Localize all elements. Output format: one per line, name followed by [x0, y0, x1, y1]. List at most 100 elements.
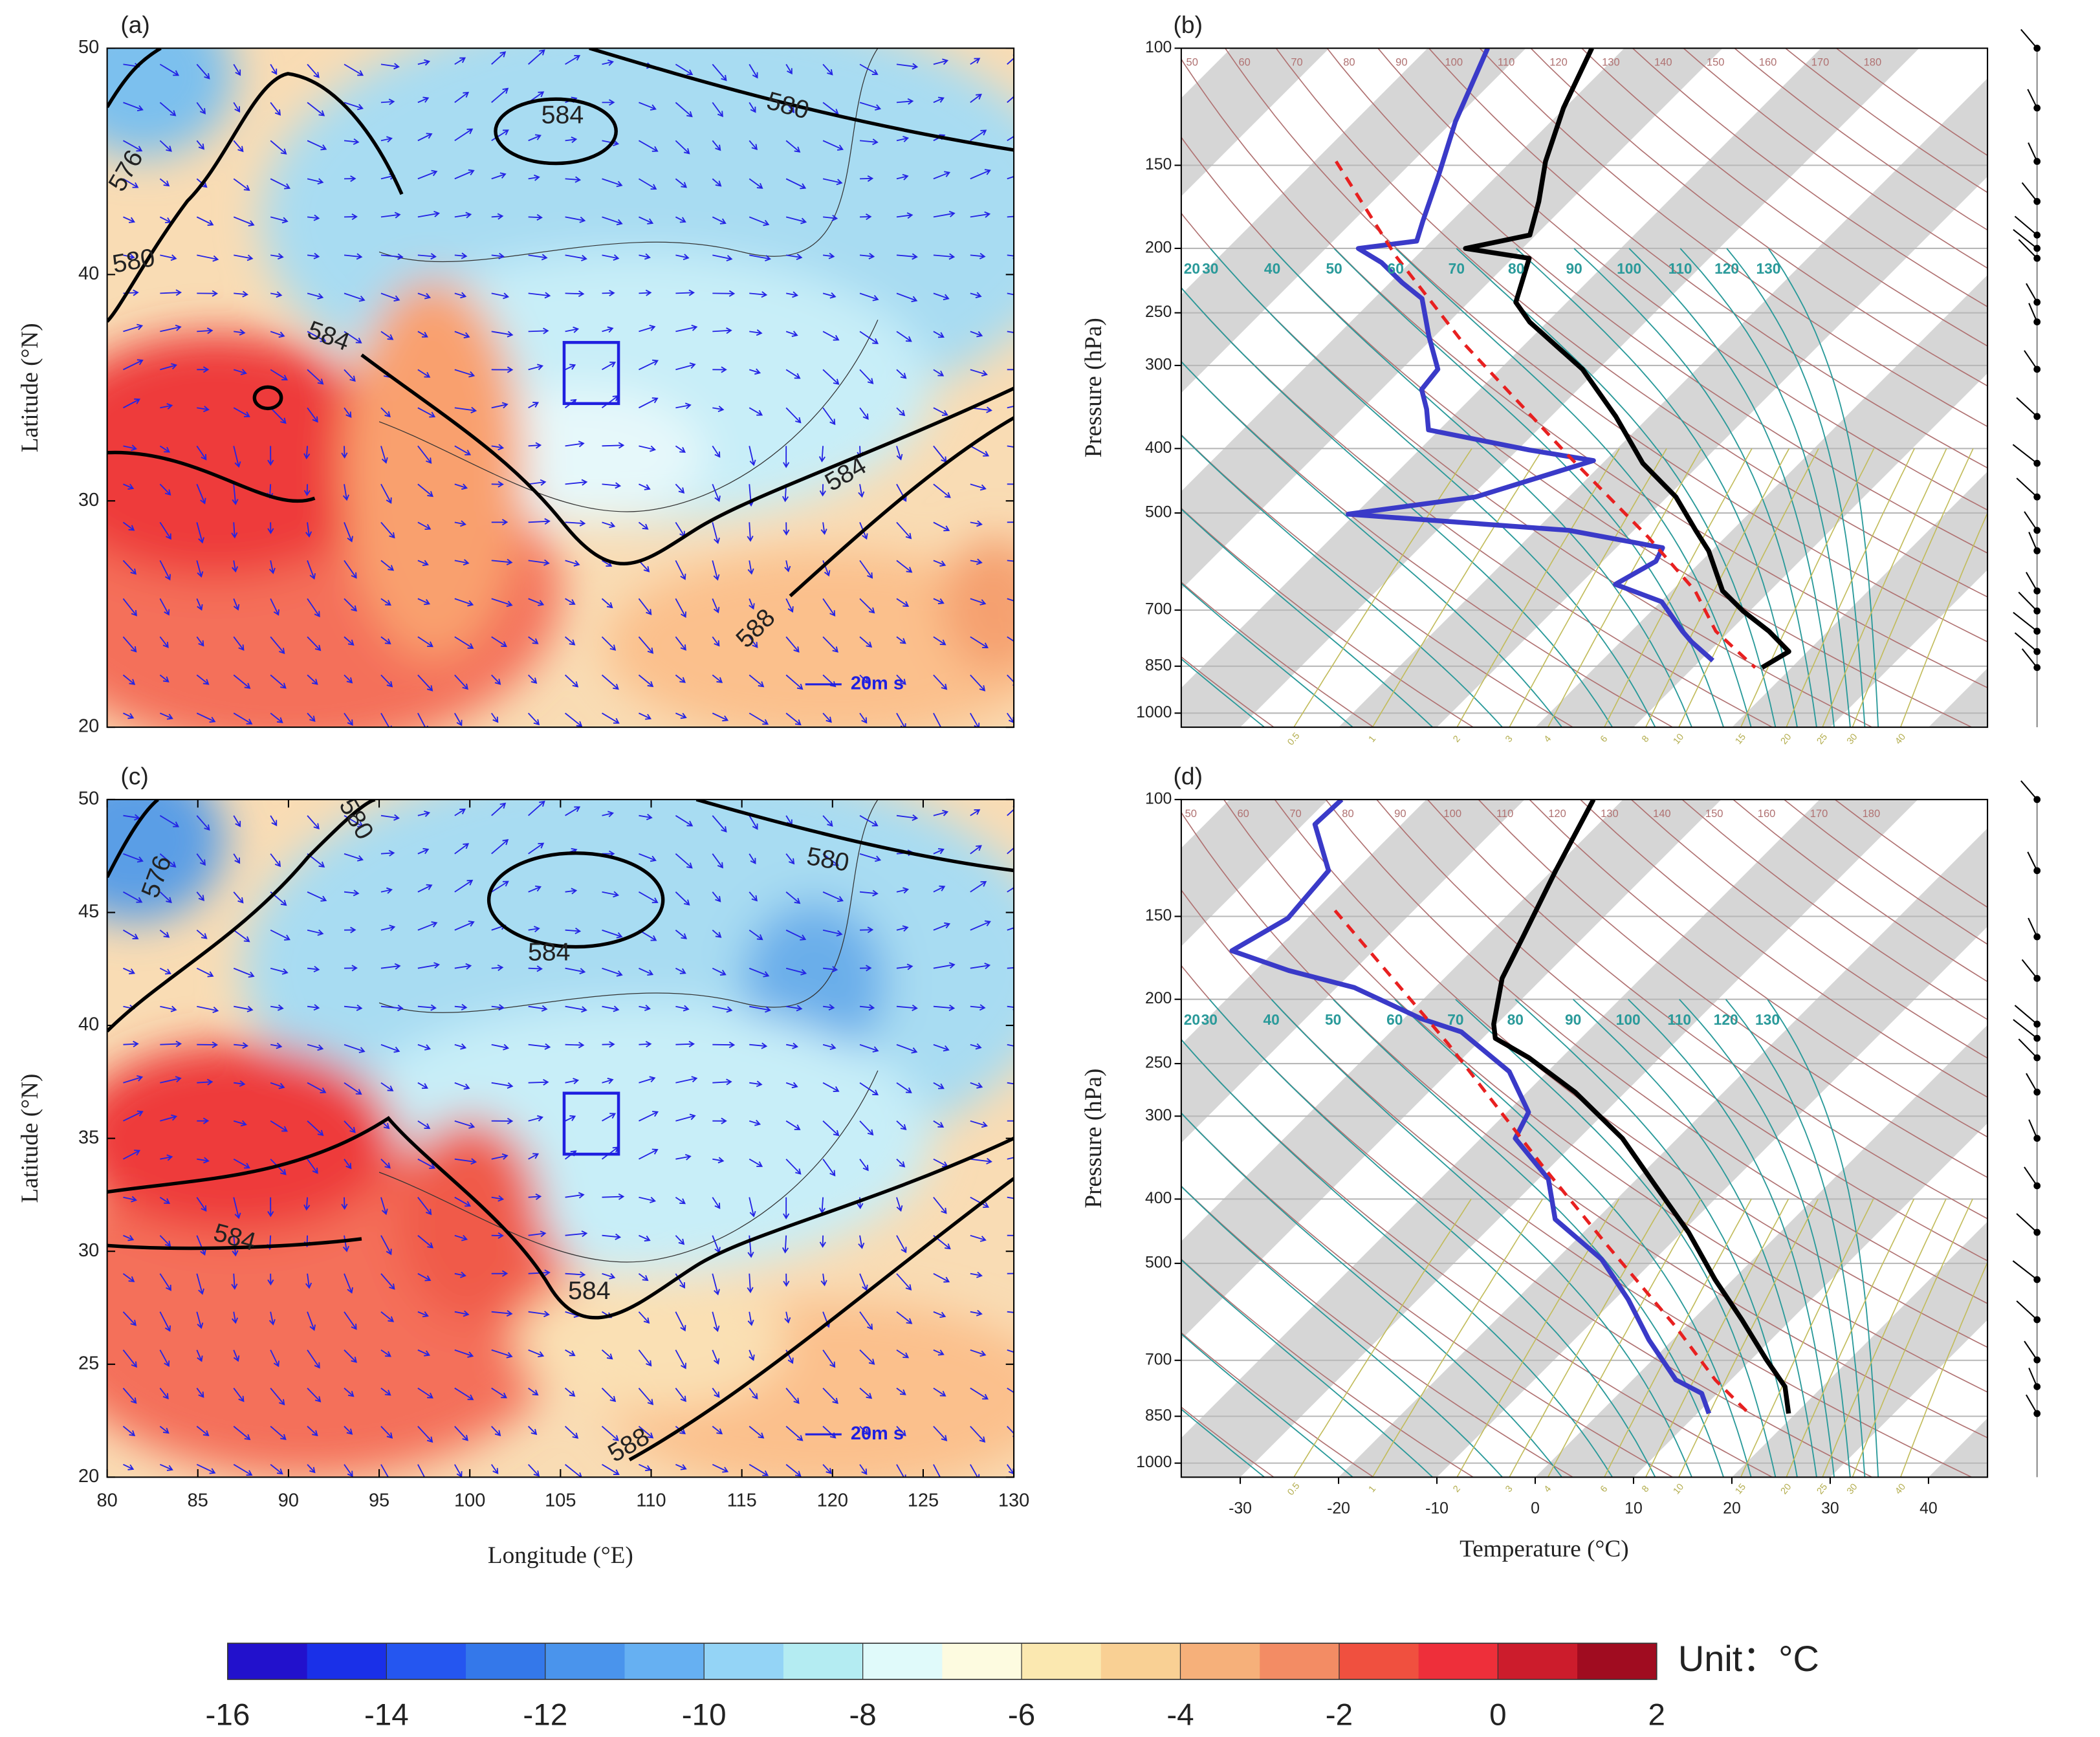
wind-arrow	[675, 254, 690, 261]
dry-adiabat	[1785, 48, 1988, 193]
wind-arrow	[231, 1273, 238, 1290]
wind-arrow	[344, 1159, 352, 1170]
wind-arrow	[417, 1120, 431, 1130]
moist-adiabat-label: 60	[1386, 1011, 1403, 1028]
y-tick-label: 100	[1145, 790, 1172, 807]
wind-arrow	[859, 292, 879, 301]
wind-arrow	[233, 1349, 240, 1362]
wind-arrow	[454, 712, 463, 726]
colorbar-segment	[1339, 1643, 1419, 1679]
wind-arrow	[784, 1311, 791, 1324]
wind-arrow	[933, 636, 946, 646]
wind-arrow	[639, 1463, 652, 1471]
wind-arrow	[454, 406, 477, 413]
field-blob	[606, 551, 1014, 728]
colorbar-segment	[1418, 1643, 1498, 1679]
wind-arrow	[602, 289, 615, 297]
sounding-profile	[1229, 799, 1712, 1415]
wind-arrow	[601, 636, 617, 651]
wind-arrow	[933, 58, 949, 65]
field-blob	[107, 799, 225, 922]
wind-arrow	[785, 369, 801, 379]
wind-arrow	[749, 1158, 763, 1167]
wind-arrow	[785, 891, 801, 904]
dry-adiabat	[1683, 48, 1988, 269]
wind-arrow	[712, 522, 720, 545]
wind-arrow	[785, 1426, 804, 1441]
wind-arrow	[344, 1388, 355, 1397]
wind-arrow	[160, 1005, 177, 1012]
wind-arrow	[820, 522, 827, 535]
wind-arrow	[270, 140, 287, 155]
moist-adiabat-label: 110	[1667, 1011, 1691, 1028]
wind-arrow	[747, 1311, 754, 1326]
y-tick-label: 40	[78, 263, 99, 284]
wind-arrow	[785, 1159, 802, 1175]
wind-arrow	[196, 140, 205, 150]
wind-arrow	[123, 359, 144, 371]
wind-arrow	[859, 369, 874, 384]
wind-arrow	[860, 175, 874, 182]
wind-arrow	[1007, 1082, 1014, 1085]
wind-arrow	[380, 887, 393, 894]
wind-arrow	[896, 1197, 903, 1212]
wind-arrow	[454, 921, 475, 931]
wind-arrow	[1007, 1387, 1014, 1393]
wind-arrow	[783, 522, 790, 536]
wind-arrow	[602, 140, 620, 147]
wind-arrow	[675, 1040, 695, 1047]
wind-arrow	[823, 966, 838, 973]
wind-arrow	[267, 1197, 274, 1218]
dry-adiabat	[1225, 48, 1988, 643]
moist-adiabat-label: 120	[1714, 260, 1739, 277]
wind-arrow	[454, 1003, 468, 1011]
wind-arrow	[196, 930, 208, 939]
wind-arrow	[528, 134, 541, 142]
wind-arrow	[819, 1235, 826, 1248]
moist-adiabat-label: 30	[1202, 260, 1218, 277]
wind-arrow	[970, 1387, 989, 1400]
wind-arrow	[344, 1464, 353, 1478]
wind-arrow	[933, 483, 951, 498]
wind-barb-dot	[2033, 547, 2041, 554]
wind-arrow	[970, 1004, 986, 1011]
wind-arrow	[639, 1234, 651, 1242]
wind-barb	[2026, 283, 2038, 303]
moist-adiabat	[1767, 248, 1879, 728]
reference-vector-label: 20m s	[851, 1423, 904, 1444]
wind-arrow	[675, 560, 686, 580]
wind-arrow	[528, 1043, 551, 1050]
wind-arrow	[380, 1235, 392, 1256]
wind-barb	[2018, 1038, 2038, 1058]
height-contour	[789, 416, 1014, 598]
wind-arrow	[822, 178, 843, 186]
wind-arrow	[896, 814, 919, 821]
wind-arrow	[675, 483, 685, 494]
wind-arrow	[233, 407, 250, 418]
wind-arrow	[859, 598, 875, 614]
dry-adiabat	[1275, 48, 1988, 598]
wind-arrow	[417, 445, 432, 464]
wind-arrow	[344, 1004, 363, 1011]
height-contour	[589, 48, 1014, 152]
wind-arrow	[122, 1388, 137, 1404]
wind-arrow	[933, 674, 948, 690]
wind-arrow	[160, 289, 182, 296]
x-tick-label: 10	[1624, 1500, 1643, 1518]
wind-arrow	[859, 252, 875, 259]
wind-arrow	[970, 369, 988, 377]
wind-arrow	[675, 1005, 690, 1012]
wind-arrow	[454, 674, 468, 690]
wind-arrow	[639, 891, 659, 904]
dry-adiabat	[1478, 799, 1988, 1179]
wind-arrow	[305, 1273, 312, 1289]
wind-arrow	[417, 521, 432, 530]
wind-arrow	[602, 361, 617, 371]
wind-arrow	[528, 636, 539, 644]
height-contour	[494, 97, 618, 166]
wind-arrow	[233, 178, 250, 191]
y-tick-label: 30	[78, 490, 99, 510]
wind-arrow	[712, 1197, 721, 1210]
wind-arrow	[896, 1043, 918, 1054]
